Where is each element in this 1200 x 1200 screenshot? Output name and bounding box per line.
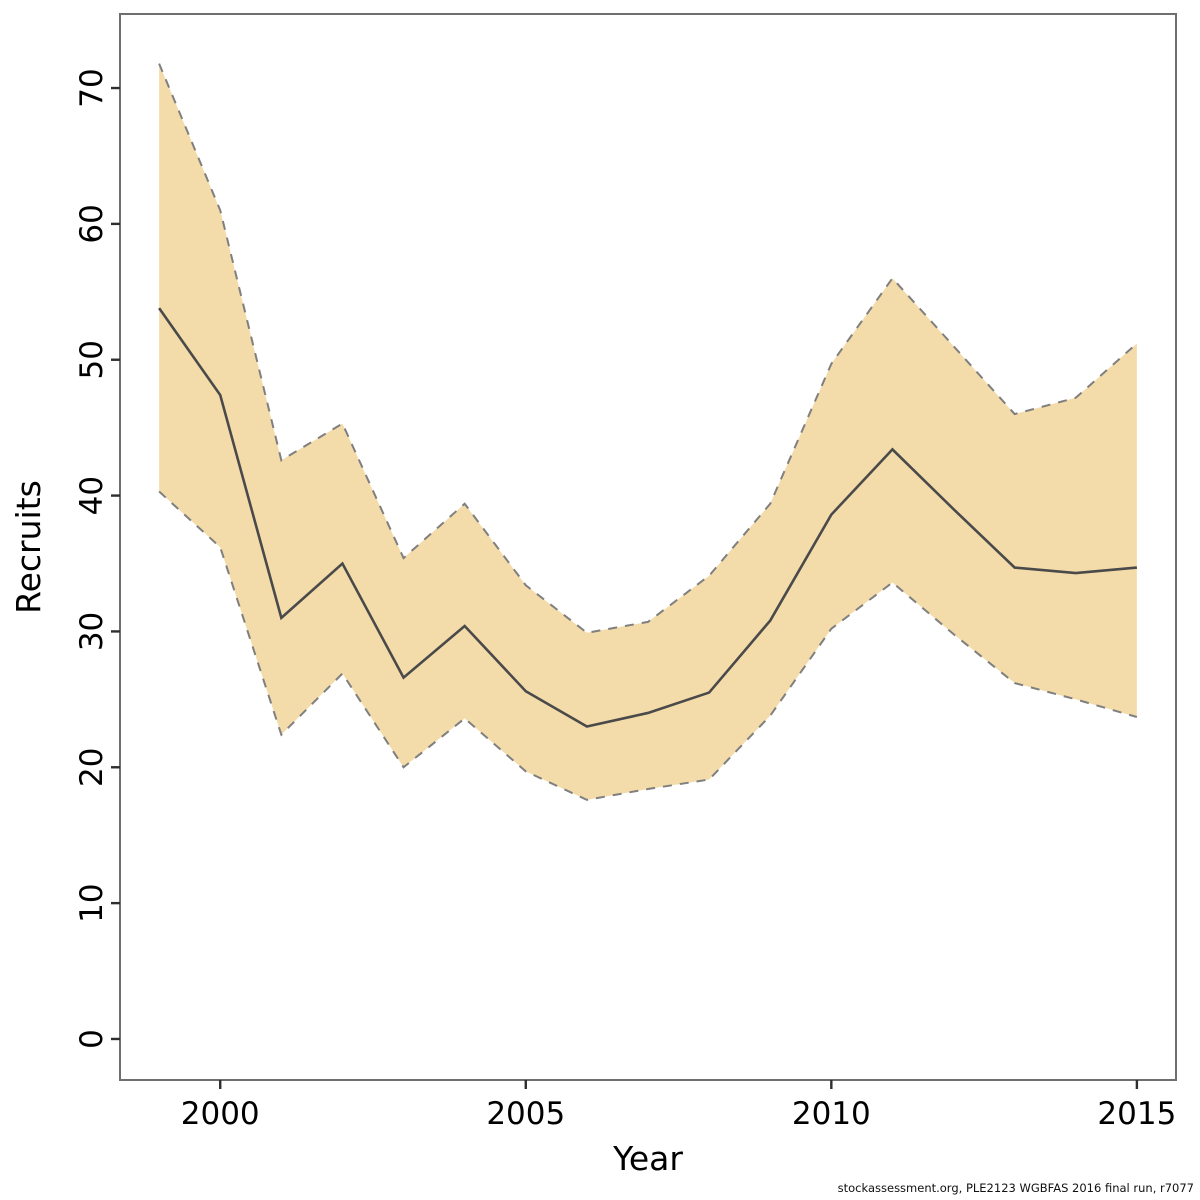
x-axis-title: Year: [612, 1139, 683, 1178]
y-tick-label: 20: [74, 748, 110, 787]
confidence-band: [159, 63, 1137, 800]
y-tick-label: 10: [74, 883, 110, 922]
x-tick-label: 2000: [181, 1096, 260, 1132]
y-tick-label: 50: [74, 340, 110, 379]
y-axis-title: Recruits: [9, 480, 48, 614]
y-tick-label: 40: [74, 476, 110, 515]
y-tick-label: 0: [74, 1029, 110, 1049]
plot-box: [119, 13, 1177, 1081]
x-tick-label: 2005: [486, 1096, 565, 1132]
y-tick-label: 60: [74, 204, 110, 243]
attribution-text: stockassessment.org, PLE2123 WGBFAS 2016…: [837, 1181, 1194, 1195]
upper-ci-line: [158, 63, 1138, 634]
x-tick-label: 2010: [792, 1096, 871, 1132]
lower-ci-line: [158, 490, 1138, 801]
y-tick-label: 70: [74, 68, 110, 107]
y-tick-label: 30: [74, 612, 110, 651]
median-line: [158, 307, 1138, 728]
x-tick-label: 2015: [1097, 1096, 1176, 1132]
